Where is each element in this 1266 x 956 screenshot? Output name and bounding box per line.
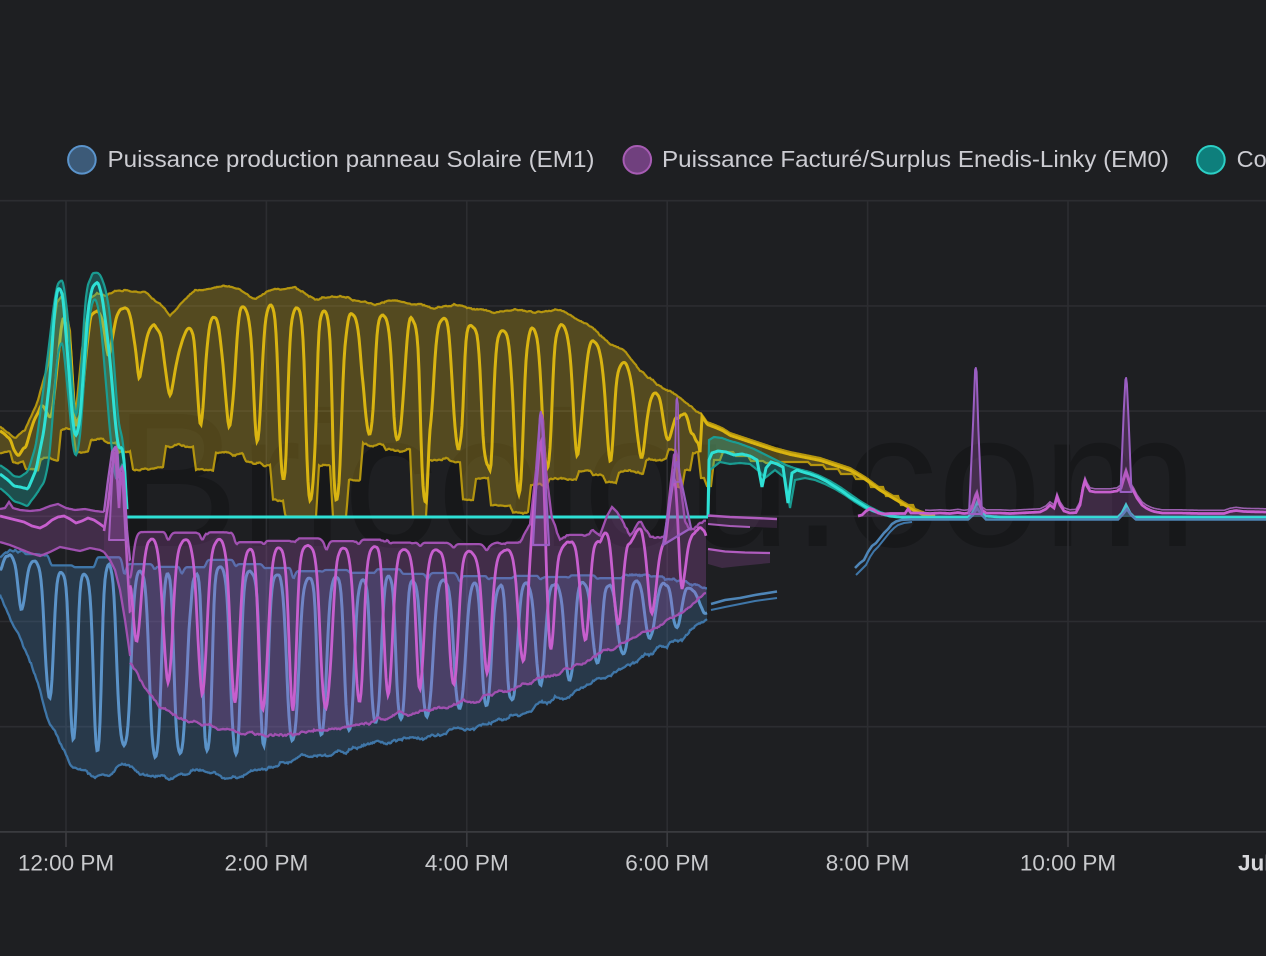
svg-text:12:00 PM: 12:00 PM xyxy=(18,851,114,876)
svg-text:Puissance production panneau S: Puissance production panneau Solaire (EM… xyxy=(108,146,595,172)
svg-text:Bricolou.com: Bricolou.com xyxy=(114,372,1198,587)
svg-text:2:00 PM: 2:00 PM xyxy=(225,851,309,876)
svg-text:10:00 PM: 10:00 PM xyxy=(1020,851,1116,876)
svg-text:Jul 01: Jul 01 xyxy=(1238,851,1266,876)
svg-text:Consommation: Consommation xyxy=(1237,146,1266,172)
svg-text:Puissance Facturé/Surplus Ened: Puissance Facturé/Surplus Enedis-Linky (… xyxy=(662,146,1169,172)
svg-text:6:00 PM: 6:00 PM xyxy=(625,851,709,876)
svg-text:4:00 PM: 4:00 PM xyxy=(425,851,509,876)
svg-text:8:00 PM: 8:00 PM xyxy=(826,851,910,876)
